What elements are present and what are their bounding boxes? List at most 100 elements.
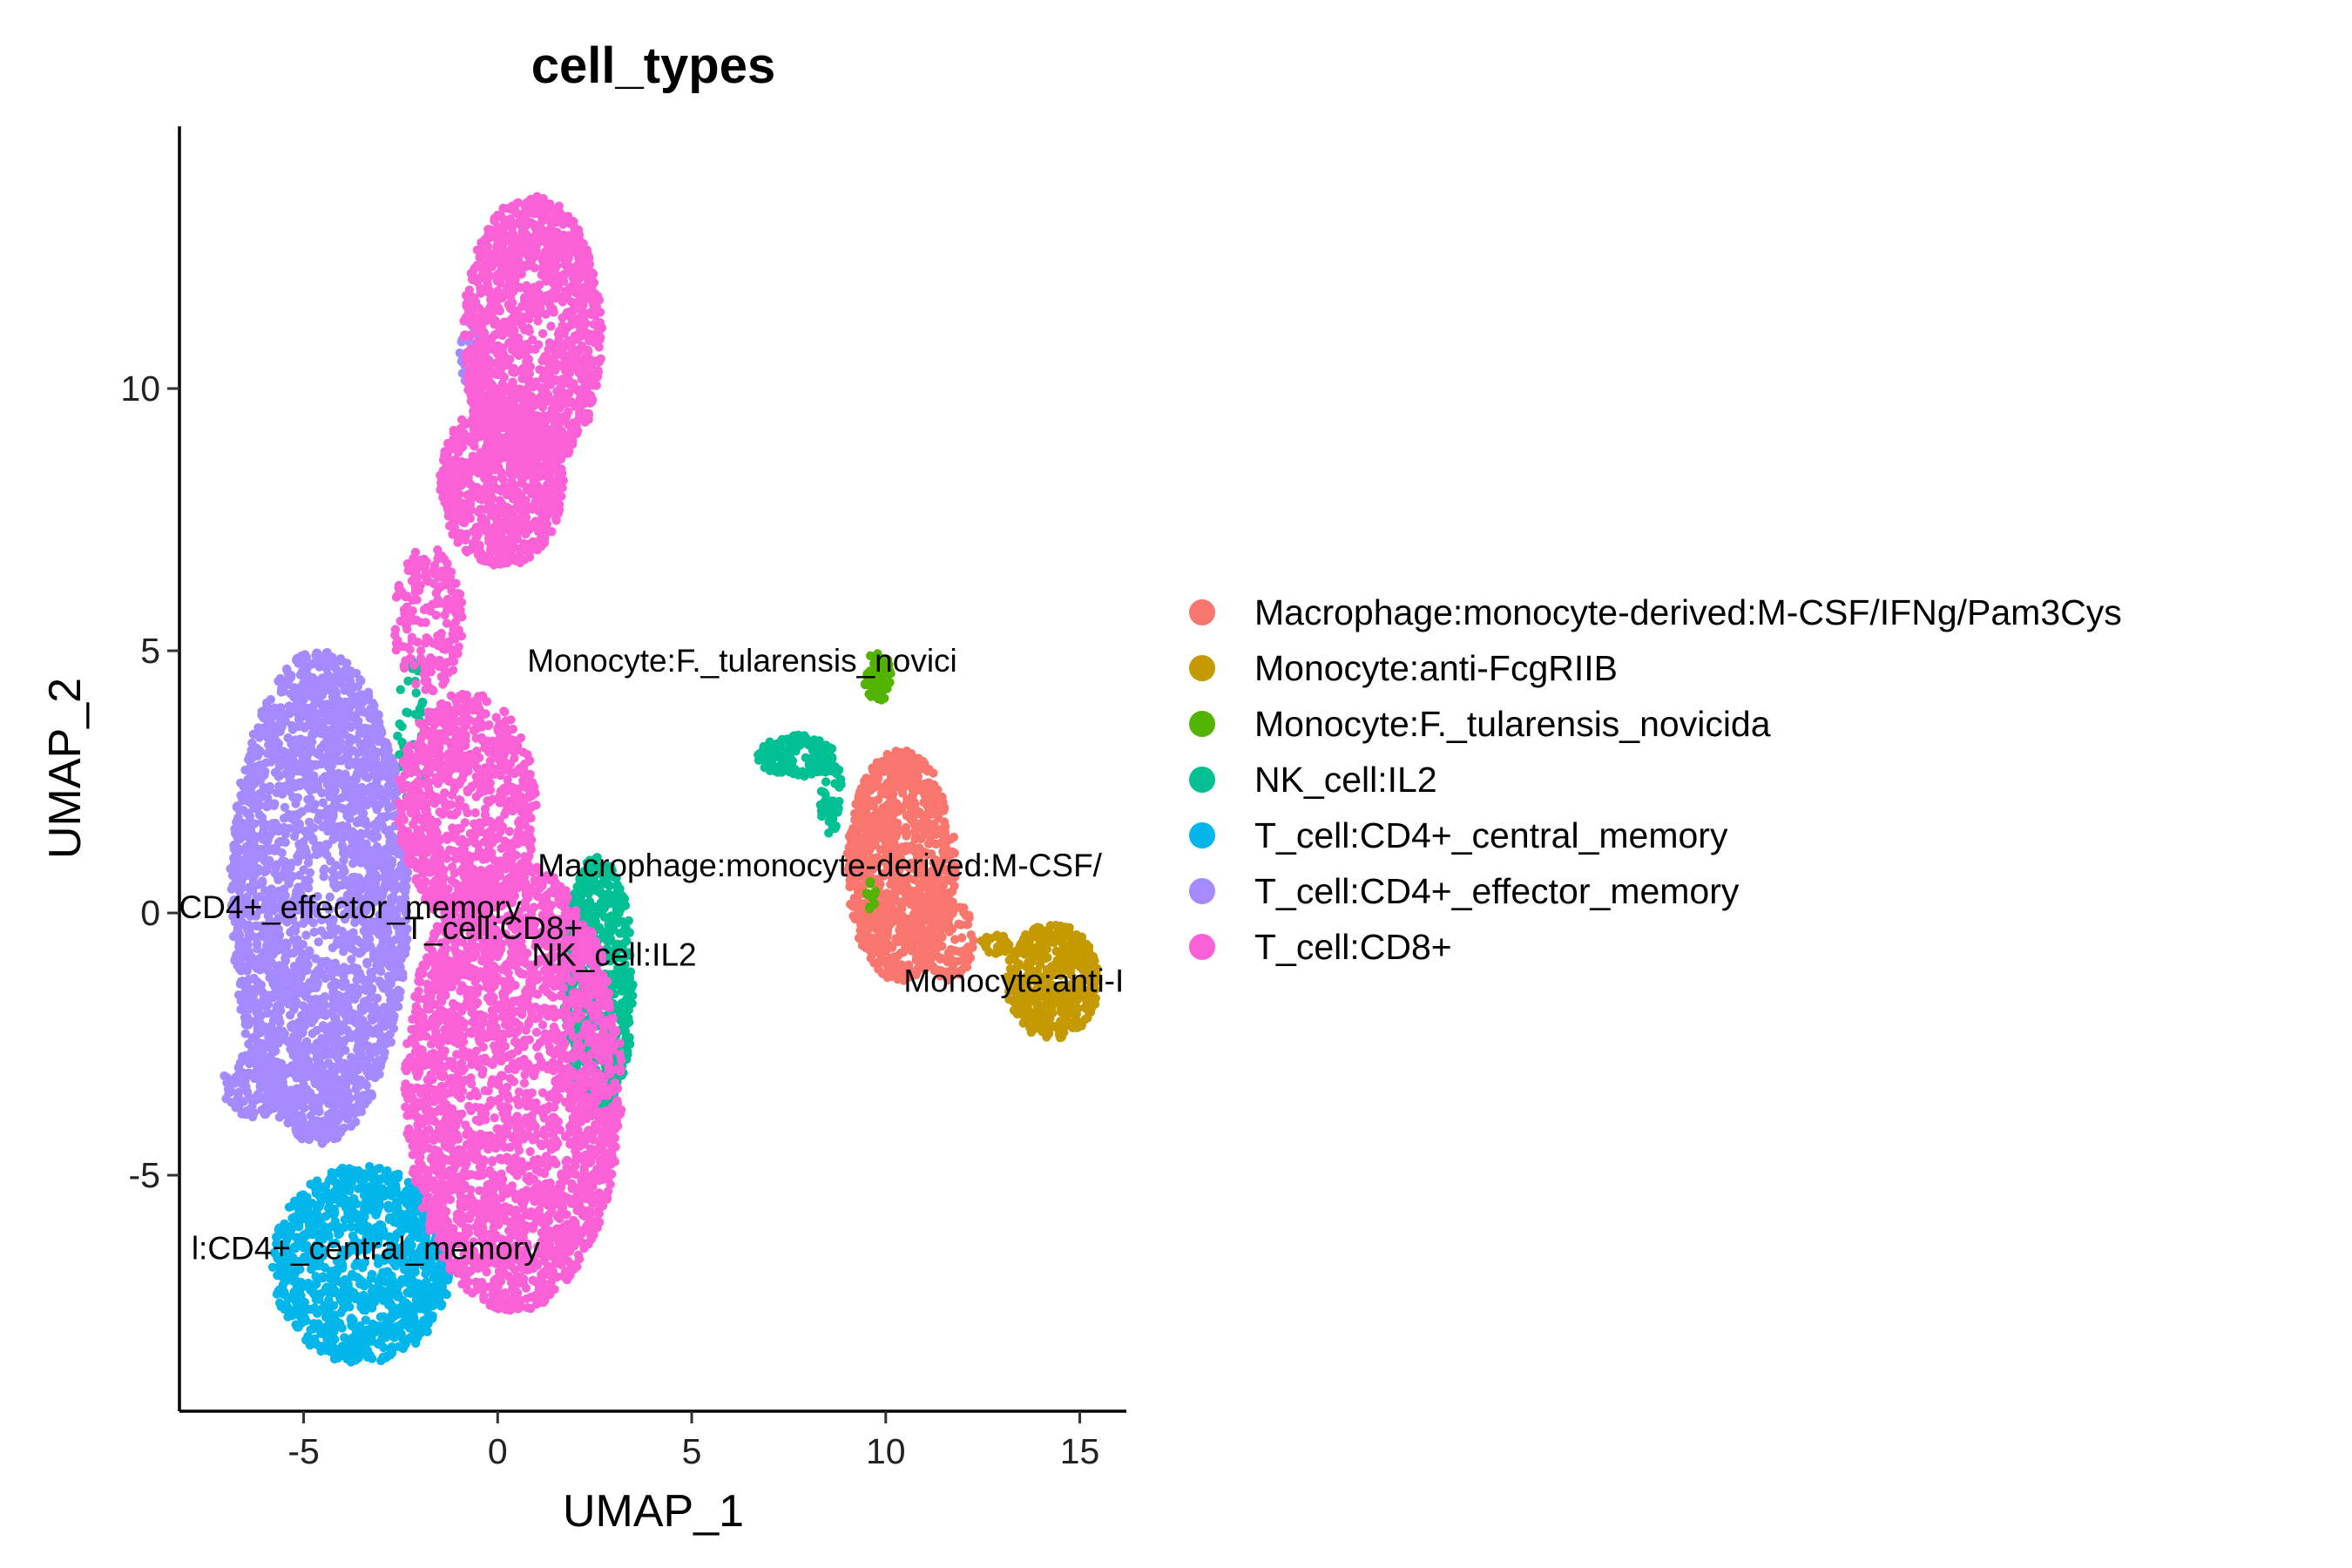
data-point — [886, 764, 896, 774]
data-point — [887, 903, 897, 913]
data-point — [278, 1289, 288, 1299]
data-point — [945, 954, 955, 963]
data-point — [889, 818, 899, 828]
data-point — [902, 872, 913, 882]
data-point — [1010, 953, 1019, 963]
data-point — [1037, 952, 1046, 962]
data-point — [887, 779, 896, 789]
data-point — [918, 859, 929, 869]
data-point — [868, 681, 877, 691]
data-point — [882, 838, 892, 848]
data-point — [316, 926, 326, 936]
data-point — [863, 778, 873, 787]
data-point — [1004, 940, 1014, 950]
data-point — [615, 884, 625, 894]
data-point — [357, 1276, 367, 1287]
data-point — [908, 814, 918, 824]
data-point — [605, 927, 616, 937]
data-point — [832, 807, 841, 816]
data-point — [1012, 1008, 1022, 1017]
data-point — [896, 960, 907, 970]
data-point — [835, 796, 844, 807]
data-point — [246, 761, 256, 771]
data-point — [585, 884, 595, 894]
data-point — [298, 1211, 308, 1220]
data-point — [927, 867, 936, 877]
data-point — [880, 829, 890, 839]
data-point — [354, 1210, 363, 1220]
data-point — [1050, 997, 1059, 1007]
data-point — [889, 846, 898, 855]
data-point — [400, 868, 410, 877]
data-point — [314, 1324, 325, 1335]
data-point — [827, 744, 837, 754]
data-point — [893, 934, 902, 943]
data-point — [1045, 1024, 1055, 1033]
data-point — [851, 875, 861, 885]
data-point — [867, 817, 876, 828]
data-point — [352, 1199, 362, 1209]
data-point — [868, 763, 877, 773]
data-point — [383, 1204, 394, 1213]
data-point — [1045, 921, 1056, 930]
data-point — [585, 913, 594, 923]
data-point — [253, 944, 262, 954]
data-point — [862, 922, 872, 931]
data-point — [877, 918, 887, 928]
data-point — [882, 845, 891, 855]
data-point — [605, 898, 615, 908]
data-point — [876, 956, 886, 967]
data-point — [297, 1299, 307, 1308]
data-point — [942, 917, 951, 928]
data-point — [889, 952, 899, 962]
data-point — [786, 746, 795, 755]
data-point — [287, 1201, 297, 1211]
data-point — [1019, 946, 1029, 956]
data-point — [1069, 1017, 1079, 1027]
data-point — [428, 1282, 437, 1292]
data-point — [852, 860, 862, 870]
data-point — [909, 766, 919, 775]
data-point — [937, 792, 947, 802]
data-point — [375, 1030, 384, 1040]
data-point — [851, 800, 861, 809]
data-point — [786, 754, 796, 764]
data-point — [1018, 937, 1029, 948]
data-point — [923, 783, 933, 794]
data-point — [887, 752, 896, 761]
data-point — [898, 880, 908, 889]
data-point — [614, 908, 624, 918]
data-point — [393, 1173, 402, 1183]
data-point — [897, 781, 907, 792]
data-point — [886, 880, 896, 889]
data-point — [851, 852, 861, 862]
scatter-points — [220, 192, 1103, 1367]
data-point — [314, 1201, 324, 1212]
data-point — [395, 1322, 405, 1332]
data-point — [341, 1336, 351, 1347]
data-point — [946, 944, 956, 955]
data-point — [939, 806, 949, 815]
data-point — [880, 818, 889, 828]
data-point — [851, 902, 862, 912]
data-point — [347, 1272, 356, 1281]
data-point — [395, 1213, 405, 1224]
data-point — [893, 769, 903, 780]
data-point — [865, 827, 875, 837]
data-point — [313, 1308, 322, 1319]
data-point — [379, 1312, 389, 1321]
data-point — [398, 1335, 409, 1345]
data-point — [919, 903, 929, 913]
data-point — [425, 1311, 436, 1321]
data-point — [331, 1270, 341, 1281]
data-point — [1064, 923, 1074, 933]
data-point — [921, 848, 931, 858]
data-point — [330, 1194, 340, 1204]
data-point — [773, 767, 782, 777]
data-point — [889, 894, 899, 903]
data-point — [344, 748, 354, 759]
data-point — [882, 868, 891, 877]
data-point — [353, 1342, 363, 1353]
data-point — [876, 693, 887, 703]
